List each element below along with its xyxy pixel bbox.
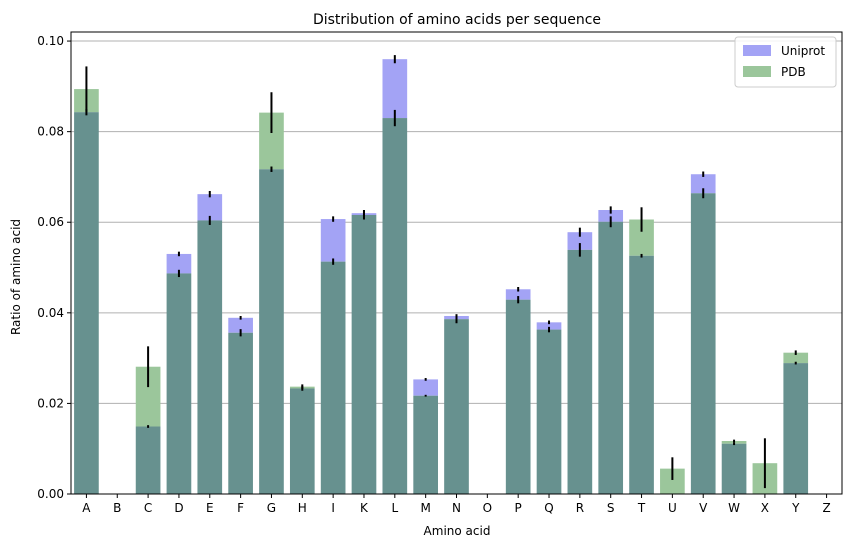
- legend-swatch-uniprot: [743, 45, 771, 56]
- bar-N-overlap: [444, 319, 469, 494]
- bar-F-overlap: [228, 332, 253, 494]
- bar-S-overlap: [598, 221, 624, 494]
- legend-label-uniprot: Uniprot: [781, 44, 825, 58]
- x-tick-label-B: B: [113, 501, 121, 515]
- bar-T-overlap: [629, 255, 654, 494]
- x-tick-label-W: W: [728, 501, 740, 515]
- bar-K-overlap: [351, 214, 377, 495]
- x-tick-label-L: L: [391, 501, 398, 515]
- x-tick-label-X: X: [761, 501, 769, 515]
- bar-Y-overlap: [783, 363, 809, 494]
- x-tick-label-H: H: [298, 501, 307, 515]
- x-tick-label-D: D: [174, 501, 183, 515]
- y-tick-label: 0.00: [37, 487, 64, 501]
- y-tick-label: 0.10: [37, 34, 64, 48]
- x-tick-label-E: E: [206, 501, 214, 515]
- bar-E-overlap: [197, 220, 223, 494]
- bar-H-overlap: [289, 388, 315, 494]
- bar-I-uniprot: [320, 219, 346, 262]
- y-axis-ticks: 0.00 0.02 0.04 0.06 0.08 0.10: [37, 34, 71, 501]
- x-tick-label-O: O: [483, 501, 492, 515]
- bar-G-overlap: [259, 169, 284, 494]
- x-tick-label-P: P: [515, 501, 522, 515]
- bar-P-uniprot: [505, 289, 531, 300]
- y-tick-label: 0.02: [37, 396, 64, 410]
- legend-label-pdb: PDB: [781, 65, 806, 79]
- bar-R-overlap: [567, 249, 593, 494]
- legend: Uniprot PDB: [734, 36, 837, 88]
- y-tick-label: 0.06: [37, 215, 64, 229]
- x-tick-label-Q: Q: [544, 501, 553, 515]
- legend-swatch-pdb: [743, 66, 771, 77]
- x-tick-label-A: A: [82, 501, 91, 515]
- x-tick-label-C: C: [144, 501, 152, 515]
- x-tick-label-N: N: [452, 501, 461, 515]
- bar-D-overlap: [166, 273, 192, 494]
- bar-L-overlap: [382, 118, 408, 494]
- x-axis-label: Amino acid: [424, 524, 491, 538]
- chart-title: Distribution of amino acids per sequence: [313, 12, 601, 28]
- bar-Y-pdb: [783, 352, 809, 364]
- bar-Q-uniprot: [536, 322, 562, 330]
- x-tick-label-V: V: [699, 501, 708, 515]
- x-tick-label-K: K: [360, 501, 369, 515]
- y-tick-label: 0.08: [37, 125, 64, 139]
- x-tick-label-T: T: [637, 501, 646, 515]
- x-tick-label-M: M: [420, 501, 430, 515]
- bar-V-uniprot: [690, 174, 716, 194]
- x-tick-label-Y: Y: [791, 501, 800, 515]
- bar-D-uniprot: [166, 253, 192, 274]
- bar-R-uniprot: [567, 232, 593, 250]
- bars: [74, 59, 809, 495]
- x-tick-label-G: G: [267, 501, 276, 515]
- x-tick-label-R: R: [576, 501, 584, 515]
- x-tick-label-U: U: [668, 501, 677, 515]
- x-tick-label-S: S: [607, 501, 615, 515]
- bar-W-overlap: [721, 443, 747, 494]
- bar-F-uniprot: [228, 317, 253, 333]
- bar-L-uniprot: [382, 59, 408, 119]
- x-tick-label-F: F: [237, 501, 244, 515]
- y-axis-label: Ratio of amino acid: [9, 219, 23, 335]
- x-tick-label-Z: Z: [822, 501, 830, 515]
- y-tick-label: 0.04: [37, 306, 64, 320]
- bar-V-overlap: [690, 193, 716, 494]
- bar-P-overlap: [505, 299, 531, 494]
- bar-C-overlap: [135, 426, 161, 494]
- bar-A-overlap: [74, 112, 99, 494]
- bar-Q-overlap: [536, 329, 562, 494]
- bar-S-uniprot: [598, 210, 624, 222]
- x-tick-label-I: I: [331, 501, 335, 515]
- bar-M-overlap: [413, 395, 438, 494]
- bar-I-overlap: [320, 261, 346, 494]
- error-bars: [85, 55, 797, 489]
- bar-M-uniprot: [413, 379, 438, 396]
